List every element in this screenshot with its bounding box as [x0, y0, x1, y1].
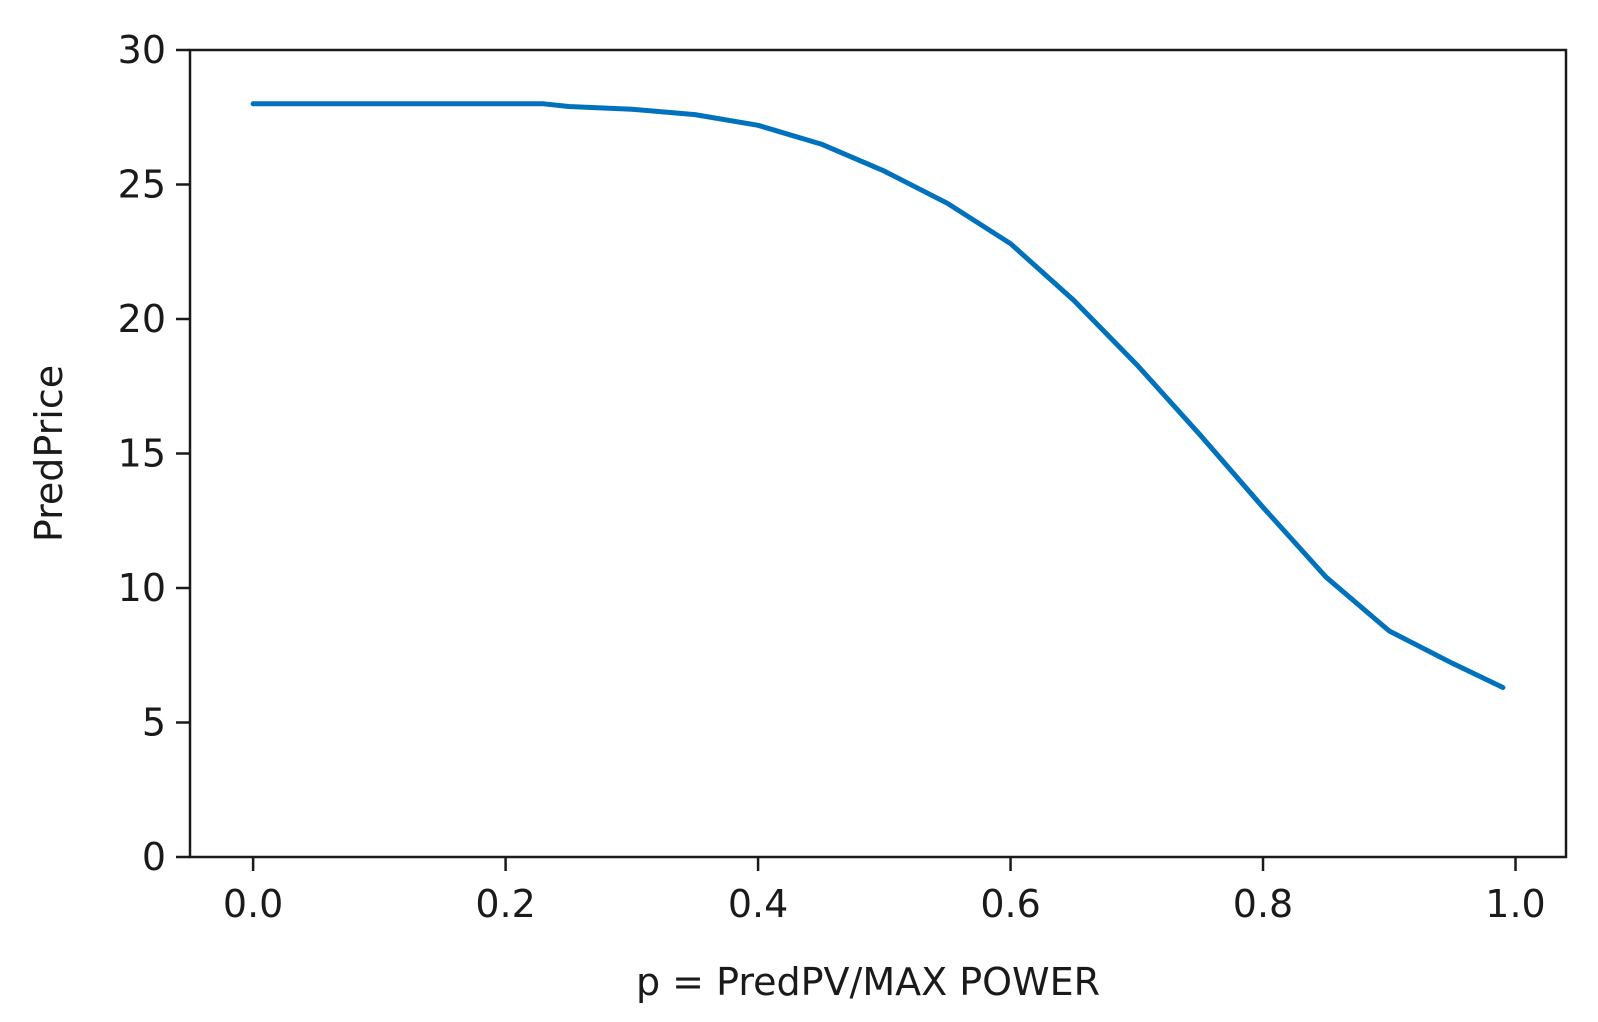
x-tick-label: 0.4: [728, 882, 788, 926]
y-tick-label: 0: [142, 835, 166, 879]
y-tick-label: 30: [118, 28, 166, 72]
plot-area: [188, 48, 1568, 859]
y-tick-label: 20: [118, 297, 166, 341]
x-axis-label: p = PredPV/MAX POWER: [636, 960, 1100, 1004]
y-tick-label: 25: [118, 163, 166, 207]
x-tick-label: 0.8: [1233, 882, 1293, 926]
series-line-0: [250, 101, 1506, 690]
y-axis: 0 5 10 15 20 25 30: [118, 28, 190, 879]
x-axis: 0.0 0.2 0.4 0.6 0.8 1.0: [223, 857, 1546, 926]
x-tick-label: 0.6: [980, 882, 1040, 926]
y-tick-label: 5: [142, 701, 166, 745]
x-tick-label: 1.0: [1485, 882, 1545, 926]
y-axis-label: PredPrice: [27, 365, 71, 542]
y-tick-label: 10: [118, 566, 166, 610]
x-tick-label: 0.0: [223, 882, 283, 926]
y-tick-label: 15: [118, 432, 166, 476]
x-tick-label: 0.2: [475, 882, 535, 926]
